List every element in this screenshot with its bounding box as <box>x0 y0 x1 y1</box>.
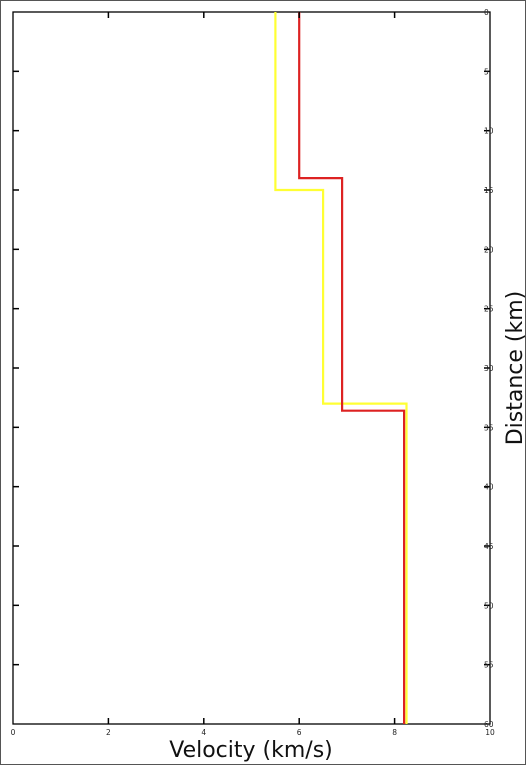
y-tick-label: 30 <box>484 364 494 373</box>
y-axis-label: Distance (km) <box>503 291 526 446</box>
x-tick-label: 6 <box>297 728 302 737</box>
tick-layer: 0 2 4 6 8 10 0 5 10 15 20 25 30 35 40 45 50 55 60 <box>11 8 495 737</box>
y-tick-label: 5 <box>484 67 489 76</box>
series-line-2 <box>298 12 406 724</box>
y-tick-label: 55 <box>484 661 494 670</box>
y-tick-label: 15 <box>484 186 494 195</box>
y-tick-label: 0 <box>484 8 489 17</box>
x-tick-label: 2 <box>106 728 111 737</box>
plot-frame <box>12 11 491 725</box>
x-tick-label: 8 <box>392 728 397 737</box>
y-tick-label: 40 <box>484 483 494 492</box>
y-tick-label: 10 <box>484 127 494 136</box>
x-tick-label: 10 <box>485 728 495 737</box>
y-tick-label: 45 <box>484 542 494 551</box>
y-tick-label: 50 <box>484 601 494 610</box>
x-tick-label: 4 <box>201 728 206 737</box>
x-tick-label: 0 <box>11 728 16 737</box>
series-layer <box>274 12 408 724</box>
y-tick-label: 60 <box>484 720 494 729</box>
series-line-1 <box>274 12 408 724</box>
x-axis-label: Velocity (km/s) <box>169 738 333 763</box>
y-tick-label: 25 <box>484 305 494 314</box>
y-tick-label: 20 <box>484 245 494 254</box>
y-tick-label: 35 <box>484 423 494 432</box>
